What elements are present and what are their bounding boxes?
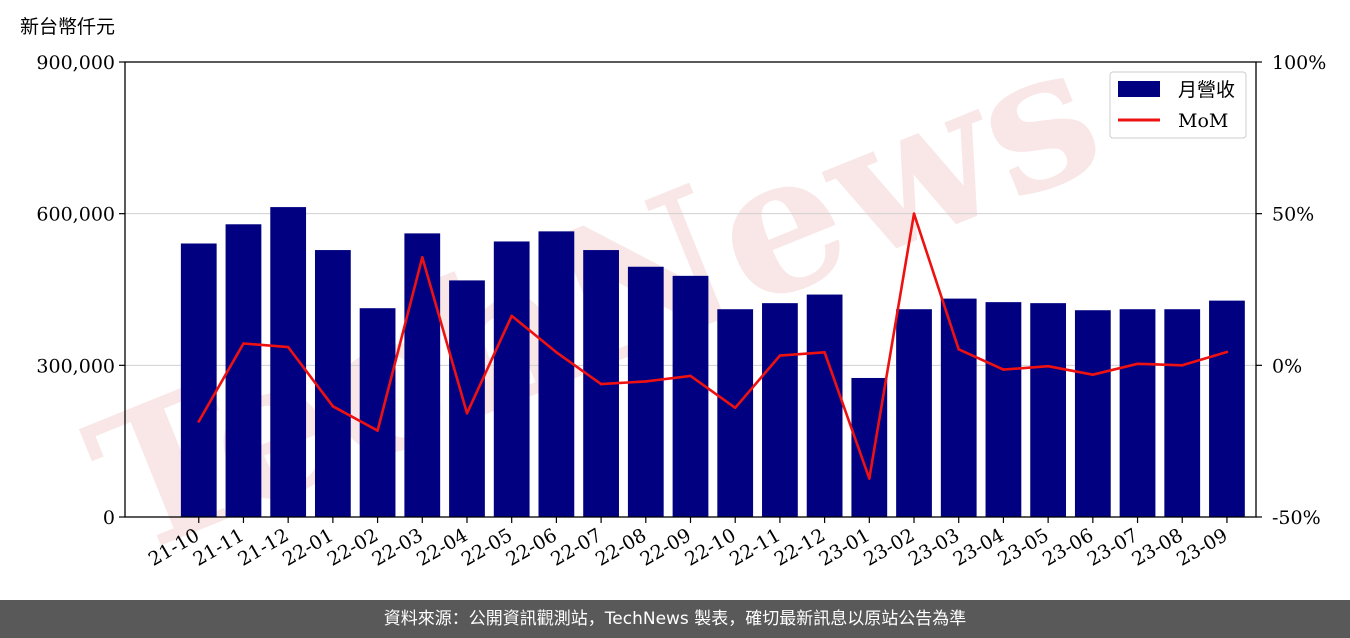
source-footer: 資料來源：公開資訊觀測站，TechNews 製表，確切最新訊息以原站公告為準: [0, 600, 1350, 638]
mom-point: [376, 429, 379, 432]
mom-point: [1136, 362, 1139, 366]
mom-line-series: [197, 212, 1229, 480]
x-tick-label: 22-08: [592, 524, 650, 570]
x-tick-label: 22-09: [637, 524, 695, 570]
mom-point: [1002, 368, 1005, 371]
revenue-bar: [314, 250, 351, 518]
mom-point: [242, 342, 245, 345]
revenue-bar: [225, 224, 262, 518]
revenue-bar: [1119, 309, 1156, 517]
revenue-bar: [1164, 309, 1201, 517]
mom-point: [823, 350, 826, 354]
revenue-bar: [1074, 310, 1111, 517]
revenue-chart: TechNews 0300,000600,000900,000-50%0%50%…: [20, 0, 1326, 600]
x-tick-label: 23-03: [905, 524, 963, 570]
x-tick-label: 22-07: [547, 524, 605, 570]
revenue-bar: [493, 241, 530, 517]
legend-swatch-revenue: [1118, 81, 1160, 97]
x-tick-label: 23-06: [1039, 524, 1097, 570]
x-tick-label: 23-08: [1128, 524, 1186, 570]
x-tick-label: 23-07: [1084, 524, 1142, 570]
revenue-bar: [985, 302, 1022, 517]
x-tick-label: 23-05: [994, 524, 1052, 570]
y2-tick-label: -50%: [1272, 507, 1321, 529]
mom-point: [331, 404, 335, 408]
revenue-bar: [806, 294, 843, 517]
revenue-bar: [896, 309, 932, 517]
y2-tick-label: 50%: [1272, 204, 1314, 226]
y-tick-label: 300,000: [36, 355, 115, 377]
mom-point: [1091, 373, 1095, 377]
bar-series: [180, 207, 1245, 518]
revenue-bar: [180, 243, 217, 517]
y-tick-label: 900,000: [36, 52, 115, 74]
x-tick-label: 22-04: [413, 524, 471, 570]
legend-label-mom: MoM: [1178, 110, 1228, 132]
revenue-bar: [1030, 303, 1067, 517]
mom-point: [197, 420, 201, 423]
y2-tick-label: 100%: [1272, 52, 1326, 74]
x-tick-label: 23-01: [815, 524, 873, 570]
revenue-bar: [538, 231, 575, 517]
mom-point: [868, 477, 871, 480]
revenue-bar: [762, 303, 798, 517]
y2-tick-label: 0%: [1272, 355, 1302, 377]
legend: 月營收 MoM: [1109, 71, 1247, 139]
y-tick-label: 0: [103, 507, 115, 529]
mom-point: [286, 345, 290, 349]
mom-point: [599, 382, 603, 386]
revenue-bar: [1209, 300, 1245, 517]
revenue-bar: [404, 233, 441, 517]
revenue-bar: [672, 275, 709, 517]
x-tick-label: 22-11: [726, 524, 784, 570]
mom-point: [555, 350, 558, 354]
revenue-bar: [359, 308, 396, 517]
mom-point: [1180, 364, 1184, 367]
mom-point: [957, 347, 961, 351]
mom-line: [197, 212, 1228, 480]
x-tick-label: 23-02: [860, 524, 918, 570]
revenue-bar: [717, 309, 754, 517]
y-tick-label: 600,000: [36, 204, 115, 226]
mom-point: [689, 374, 692, 378]
x-tick-label: 22-10: [681, 524, 739, 570]
mom-point: [465, 411, 469, 415]
x-tick-label: 22-12: [771, 524, 829, 570]
mom-point: [778, 354, 782, 357]
revenue-bar: [449, 280, 485, 517]
revenue-bar: [940, 298, 977, 517]
x-tick-label: 22-06: [502, 524, 560, 570]
x-tick-label: 22-02: [324, 524, 382, 570]
mom-point: [510, 314, 513, 318]
mom-point: [1046, 364, 1050, 368]
x-tick-label: 23-04: [949, 524, 1007, 570]
x-tick-label: 22-03: [368, 524, 426, 570]
mom-point: [733, 406, 737, 410]
mom-point: [912, 212, 916, 215]
mom-point: [420, 256, 424, 259]
x-tick-label: 23-09: [1173, 524, 1231, 570]
revenue-bar: [627, 266, 664, 517]
y-axis-label: 新台幣仟元: [20, 16, 115, 38]
mom-point: [644, 380, 648, 383]
mom-point: [1225, 350, 1229, 354]
legend-label-revenue: 月營收: [1178, 79, 1235, 101]
x-tick-label: 22-05: [458, 524, 516, 570]
